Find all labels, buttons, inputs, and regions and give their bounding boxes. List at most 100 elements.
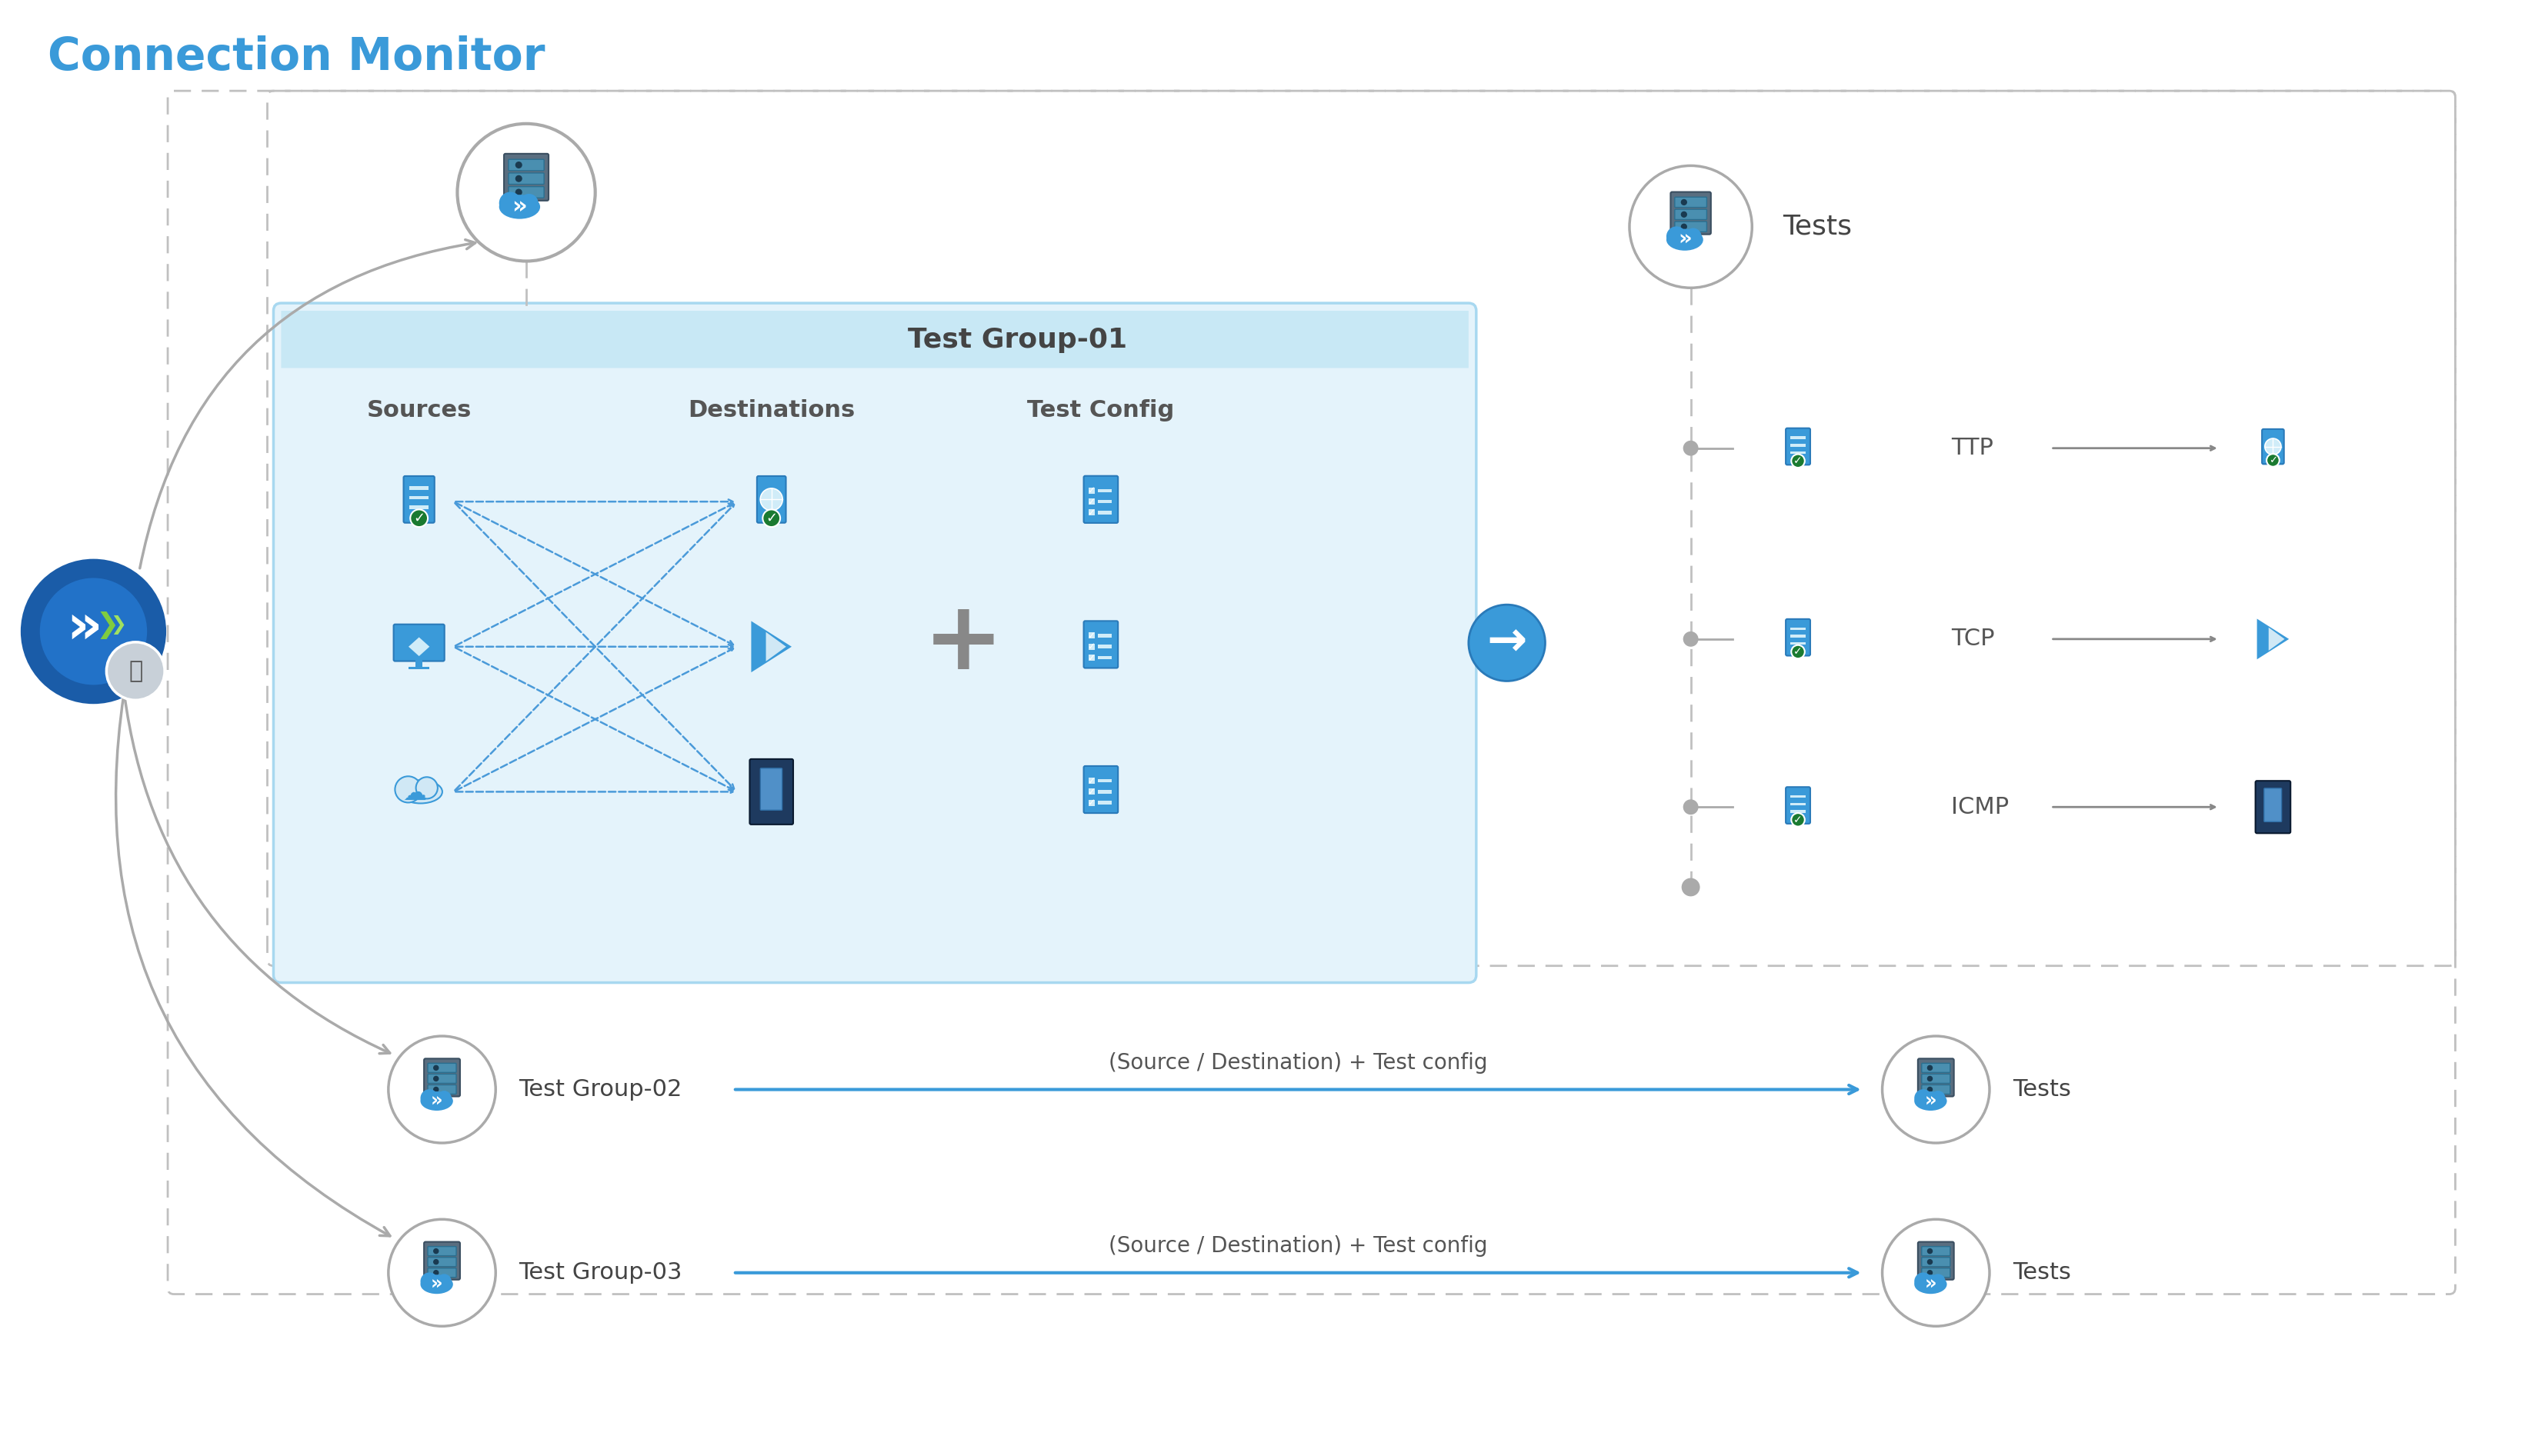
FancyBboxPatch shape bbox=[2262, 430, 2285, 464]
FancyBboxPatch shape bbox=[427, 1075, 457, 1083]
FancyBboxPatch shape bbox=[758, 476, 785, 523]
FancyBboxPatch shape bbox=[1922, 1075, 1949, 1083]
Bar bbox=[409, 667, 429, 670]
Ellipse shape bbox=[422, 1274, 452, 1294]
FancyArrowPatch shape bbox=[124, 695, 389, 1054]
FancyBboxPatch shape bbox=[1922, 1268, 1949, 1277]
Ellipse shape bbox=[500, 195, 540, 218]
FancyBboxPatch shape bbox=[2255, 780, 2290, 833]
Circle shape bbox=[2267, 454, 2280, 467]
Circle shape bbox=[1666, 226, 1687, 246]
Text: Test Config: Test Config bbox=[1028, 399, 1174, 421]
Bar bbox=[1098, 511, 1111, 514]
Bar bbox=[1098, 645, 1111, 648]
Circle shape bbox=[434, 1076, 439, 1080]
Circle shape bbox=[1914, 1089, 1932, 1107]
Circle shape bbox=[1790, 645, 1805, 658]
Text: ICMP: ICMP bbox=[1952, 796, 2010, 818]
FancyBboxPatch shape bbox=[427, 1246, 457, 1255]
Bar bbox=[1088, 789, 1096, 795]
Bar bbox=[409, 486, 429, 489]
FancyBboxPatch shape bbox=[424, 1059, 460, 1096]
Bar bbox=[1088, 498, 1096, 505]
Circle shape bbox=[394, 776, 422, 802]
FancyBboxPatch shape bbox=[508, 173, 543, 185]
Text: Destinations: Destinations bbox=[687, 399, 856, 421]
FancyBboxPatch shape bbox=[1083, 620, 1119, 668]
FancyBboxPatch shape bbox=[2265, 788, 2283, 821]
Bar bbox=[1790, 642, 1805, 645]
Text: ✓: ✓ bbox=[414, 511, 424, 526]
Circle shape bbox=[515, 189, 523, 195]
Circle shape bbox=[1881, 1037, 1990, 1143]
FancyBboxPatch shape bbox=[1083, 476, 1119, 523]
Bar bbox=[409, 496, 429, 499]
Circle shape bbox=[434, 1271, 439, 1275]
Circle shape bbox=[1470, 604, 1545, 681]
Circle shape bbox=[1684, 632, 1699, 646]
Text: »: » bbox=[1924, 1275, 1937, 1293]
Circle shape bbox=[1881, 1219, 1990, 1326]
Ellipse shape bbox=[1914, 1092, 1947, 1111]
Circle shape bbox=[1684, 441, 1699, 456]
Polygon shape bbox=[765, 632, 785, 661]
Text: »: » bbox=[432, 1275, 442, 1293]
Circle shape bbox=[1927, 1088, 1932, 1092]
Text: ✓: ✓ bbox=[1088, 652, 1096, 662]
FancyBboxPatch shape bbox=[424, 1242, 460, 1280]
Text: TCP: TCP bbox=[1952, 628, 1995, 651]
Text: Test Group-02: Test Group-02 bbox=[518, 1079, 682, 1101]
Circle shape bbox=[1932, 1274, 1944, 1289]
Circle shape bbox=[437, 1274, 452, 1289]
FancyArrowPatch shape bbox=[116, 695, 389, 1236]
Circle shape bbox=[434, 1066, 439, 1070]
Text: Connection Monitor: Connection Monitor bbox=[48, 35, 545, 79]
FancyBboxPatch shape bbox=[1785, 428, 1810, 464]
Circle shape bbox=[1927, 1259, 1932, 1264]
Circle shape bbox=[437, 1091, 452, 1105]
FancyBboxPatch shape bbox=[394, 625, 444, 661]
Polygon shape bbox=[2267, 628, 2285, 651]
Text: ✓: ✓ bbox=[1088, 786, 1096, 796]
Text: ✓: ✓ bbox=[765, 511, 778, 526]
Bar bbox=[409, 505, 429, 510]
Text: ✓: ✓ bbox=[2267, 456, 2278, 466]
Bar bbox=[1790, 451, 1805, 454]
Circle shape bbox=[1682, 199, 1687, 205]
Text: »: » bbox=[66, 601, 101, 654]
Circle shape bbox=[1629, 166, 1752, 288]
Text: Test Group-01: Test Group-01 bbox=[906, 326, 1126, 352]
Text: »: » bbox=[513, 195, 528, 218]
FancyBboxPatch shape bbox=[404, 476, 434, 523]
Circle shape bbox=[389, 1219, 495, 1326]
Bar bbox=[1098, 633, 1111, 638]
Circle shape bbox=[1684, 799, 1699, 815]
FancyBboxPatch shape bbox=[1785, 619, 1810, 655]
Circle shape bbox=[1682, 224, 1687, 229]
Bar bbox=[1088, 778, 1096, 783]
Bar bbox=[1098, 779, 1111, 782]
FancyBboxPatch shape bbox=[1922, 1063, 1949, 1073]
Text: »: » bbox=[1679, 230, 1692, 250]
FancyBboxPatch shape bbox=[427, 1258, 457, 1267]
Circle shape bbox=[1927, 1066, 1932, 1070]
Text: +: + bbox=[922, 597, 1002, 689]
Bar bbox=[1790, 810, 1805, 812]
Bar bbox=[1790, 628, 1805, 630]
Bar bbox=[1790, 444, 1805, 447]
Circle shape bbox=[520, 194, 538, 213]
Circle shape bbox=[106, 642, 164, 700]
Ellipse shape bbox=[1914, 1274, 1947, 1294]
Text: ✓: ✓ bbox=[1088, 496, 1096, 507]
Text: ✓: ✓ bbox=[1088, 486, 1096, 495]
Text: →: → bbox=[1487, 620, 1528, 665]
Circle shape bbox=[20, 559, 167, 703]
Ellipse shape bbox=[399, 780, 442, 804]
Text: ✓: ✓ bbox=[1088, 642, 1096, 652]
Bar bbox=[1790, 802, 1805, 805]
Text: ☁: ☁ bbox=[401, 782, 427, 805]
Text: ✓: ✓ bbox=[1793, 646, 1803, 657]
Bar bbox=[1088, 510, 1096, 515]
Text: »: » bbox=[432, 1092, 442, 1111]
Text: ✓: ✓ bbox=[1088, 508, 1096, 518]
